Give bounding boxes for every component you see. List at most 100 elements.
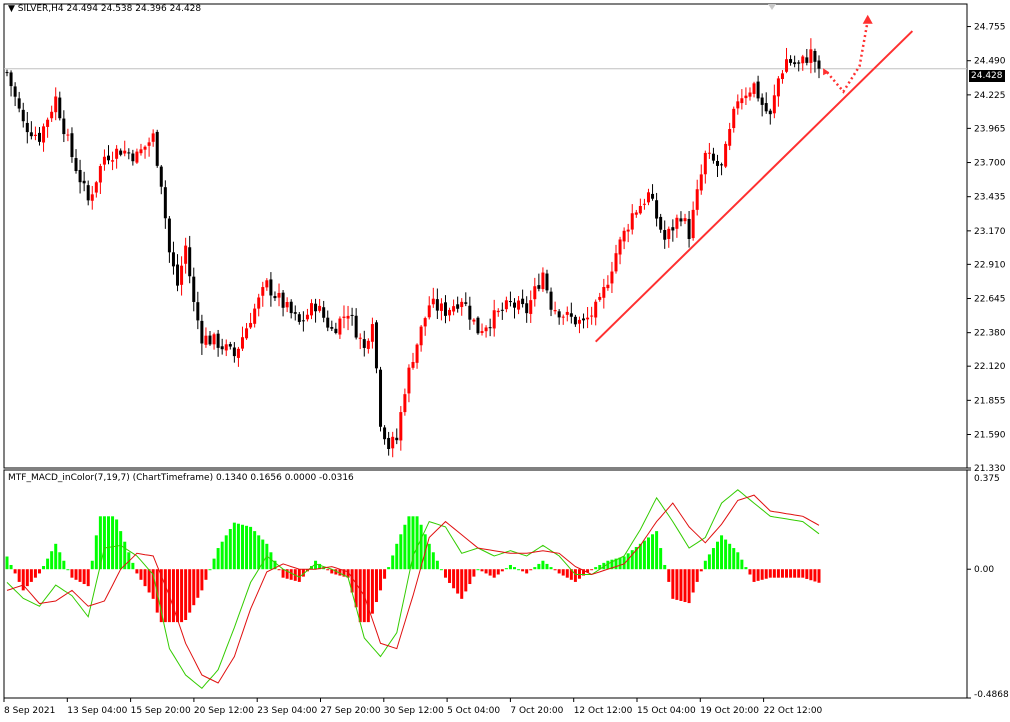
histogram-bar [70,569,74,578]
histogram-bar [163,569,167,623]
candle-body [805,57,809,63]
histogram-bar [257,535,261,570]
candle [9,70,13,97]
histogram-bar [419,524,423,570]
candle [115,145,119,169]
candle [399,406,403,451]
candle [232,342,236,363]
histogram-bar [82,569,86,585]
candle-body [411,362,415,368]
histogram-bar [204,569,208,580]
candle [699,164,703,195]
histogram-bar [452,569,456,589]
candle [720,162,724,176]
candle [772,84,776,119]
candle-body [651,193,655,199]
candle-body [577,319,581,324]
indicator-values: 0.1340 0.1656 0.0000 -0.0316 [215,473,354,483]
candle [135,148,139,164]
candle-body [772,95,776,114]
candle-body [573,316,577,325]
histogram-bar [66,569,70,571]
histogram-bar [748,569,752,575]
candle-body [240,337,244,349]
histogram-bar [415,516,419,570]
collapse-arrow-icon[interactable]: ▼ [8,4,15,14]
candle [642,198,646,210]
candle-body [663,230,667,240]
candle [809,38,813,74]
candle-body [638,205,642,214]
candle-body [740,98,744,104]
candle [703,150,707,184]
candle-body [301,320,305,322]
candle [310,299,313,320]
candle-body [265,280,269,288]
candle-body [257,297,261,309]
candle [167,216,171,263]
candle [305,308,309,322]
candle-body [196,302,200,321]
histogram-bar [86,569,90,587]
histogram-bar [374,569,378,603]
candle-body [801,56,805,64]
candle [553,301,557,315]
candle-body [17,98,21,109]
candle-body [752,83,756,94]
candle [529,290,533,323]
histogram-bar [62,560,66,570]
candle-body [488,327,492,329]
candle [383,425,387,445]
time-tick-label: 12 Oct 12:00 [574,706,633,716]
histogram-bar [537,563,541,570]
shift-marker-icon [768,4,776,10]
histogram-bar [805,569,809,579]
candle-body [435,299,439,311]
histogram-bar [736,552,740,570]
candle [683,213,687,225]
candle-body [208,335,212,345]
candle [695,179,699,216]
histogram-bar [395,543,399,570]
histogram-bar [663,564,667,570]
candle-body [683,218,687,222]
histogram-bar [94,535,98,570]
histogram-bar [590,569,594,571]
histogram-bar [115,519,119,570]
histogram-bar [289,569,293,580]
candle [679,211,683,227]
candle [204,327,208,348]
histogram-bar [98,516,102,570]
histogram-bar [740,559,744,570]
candle-body [78,169,82,183]
candle-body [82,180,86,184]
candle [646,188,650,206]
candle [171,241,175,275]
candle [273,291,277,302]
time-tick-label: 20 Sep 12:00 [194,706,254,716]
histogram-bar [107,516,110,570]
candle-body [305,314,309,320]
candle-body [46,119,50,127]
candle-body [354,315,358,338]
histogram-bar [646,537,650,570]
candle-body [383,427,387,440]
histogram-bar [249,526,253,570]
histogram-bar [399,534,403,570]
histogram-bar [379,569,383,591]
histogram-bar [42,566,46,570]
histogram-bar [102,516,106,570]
candle-body [310,303,313,316]
histogram-bar [504,568,508,570]
candle-body [314,303,318,312]
close-value: 24.428 [169,4,202,14]
candle [521,289,525,308]
candle-body [42,126,46,143]
candle-body [492,310,496,329]
candle-body [66,134,70,136]
histogram-bar [724,539,728,570]
candle [151,129,155,147]
histogram-bar [756,569,760,581]
candle-body [334,328,338,333]
